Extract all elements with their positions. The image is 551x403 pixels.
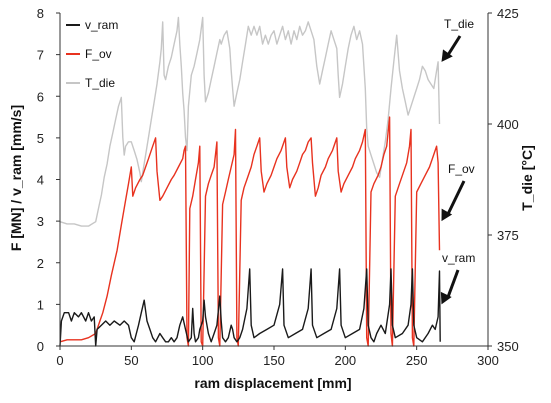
y-left-tick-label: 3	[37, 214, 44, 229]
series-line-t-die	[59, 16, 441, 227]
y-left-tick-label: 5	[37, 131, 44, 146]
x-tick-label: 200	[334, 353, 356, 368]
annotation-label: v_ram	[442, 251, 475, 265]
x-axis-title: ram displacement [mm]	[194, 375, 351, 391]
legend-label-t-die: T_die	[85, 76, 115, 90]
annotations: T_die F_ov v_ram	[440, 17, 475, 305]
y-left-tick-label: 0	[37, 339, 44, 354]
y-right-tick-label: 375	[497, 228, 519, 243]
annotation-arrow-line	[446, 269, 460, 299]
x-tick-label: 50	[124, 353, 138, 368]
y-right-tick-label: 400	[497, 117, 519, 132]
legend: v_ram F_ov T_die	[66, 18, 118, 90]
legend-label-v-ram: v_ram	[85, 18, 118, 32]
annotation-label: T_die	[444, 17, 474, 31]
annotation-arrow-line	[446, 180, 466, 216]
axes-layer: 0 50 100 150 200 250 300 0 1 2 3 4 5 6 7 8 350 375 400 425	[37, 6, 519, 368]
annotation-arrow-head	[441, 49, 453, 62]
y-axis-right-title: T_die [°C]	[519, 145, 535, 211]
y-left-tick-label: 8	[37, 6, 44, 21]
series-line-v-ram	[59, 268, 441, 347]
series-layer	[59, 16, 441, 347]
y-left-tick-label: 2	[37, 256, 44, 271]
y-right-tick-label: 425	[497, 6, 519, 21]
y-left-tick-label: 7	[37, 48, 44, 63]
legend-label-f-ov: F_ov	[85, 47, 112, 61]
annotation-arrow-head	[440, 291, 452, 305]
x-tick-label: 250	[406, 353, 428, 368]
y-left-tick-label: 4	[37, 173, 44, 188]
y-left-tick-label: 1	[37, 297, 44, 312]
x-tick-label: 150	[263, 353, 285, 368]
annotation-arrow-line	[446, 35, 462, 57]
annotation-arrow-head	[441, 208, 453, 222]
y-axis-left-title: F [MN] / v_ram [mm/s]	[8, 105, 24, 251]
x-tick-label: 100	[192, 353, 214, 368]
annotation-label: F_ov	[448, 162, 475, 176]
x-tick-label: 300	[477, 353, 499, 368]
y-right-tick-label: 350	[497, 339, 519, 354]
x-tick-label: 0	[56, 353, 63, 368]
series-line-f-ov	[59, 116, 441, 347]
y-left-tick-label: 6	[37, 89, 44, 104]
